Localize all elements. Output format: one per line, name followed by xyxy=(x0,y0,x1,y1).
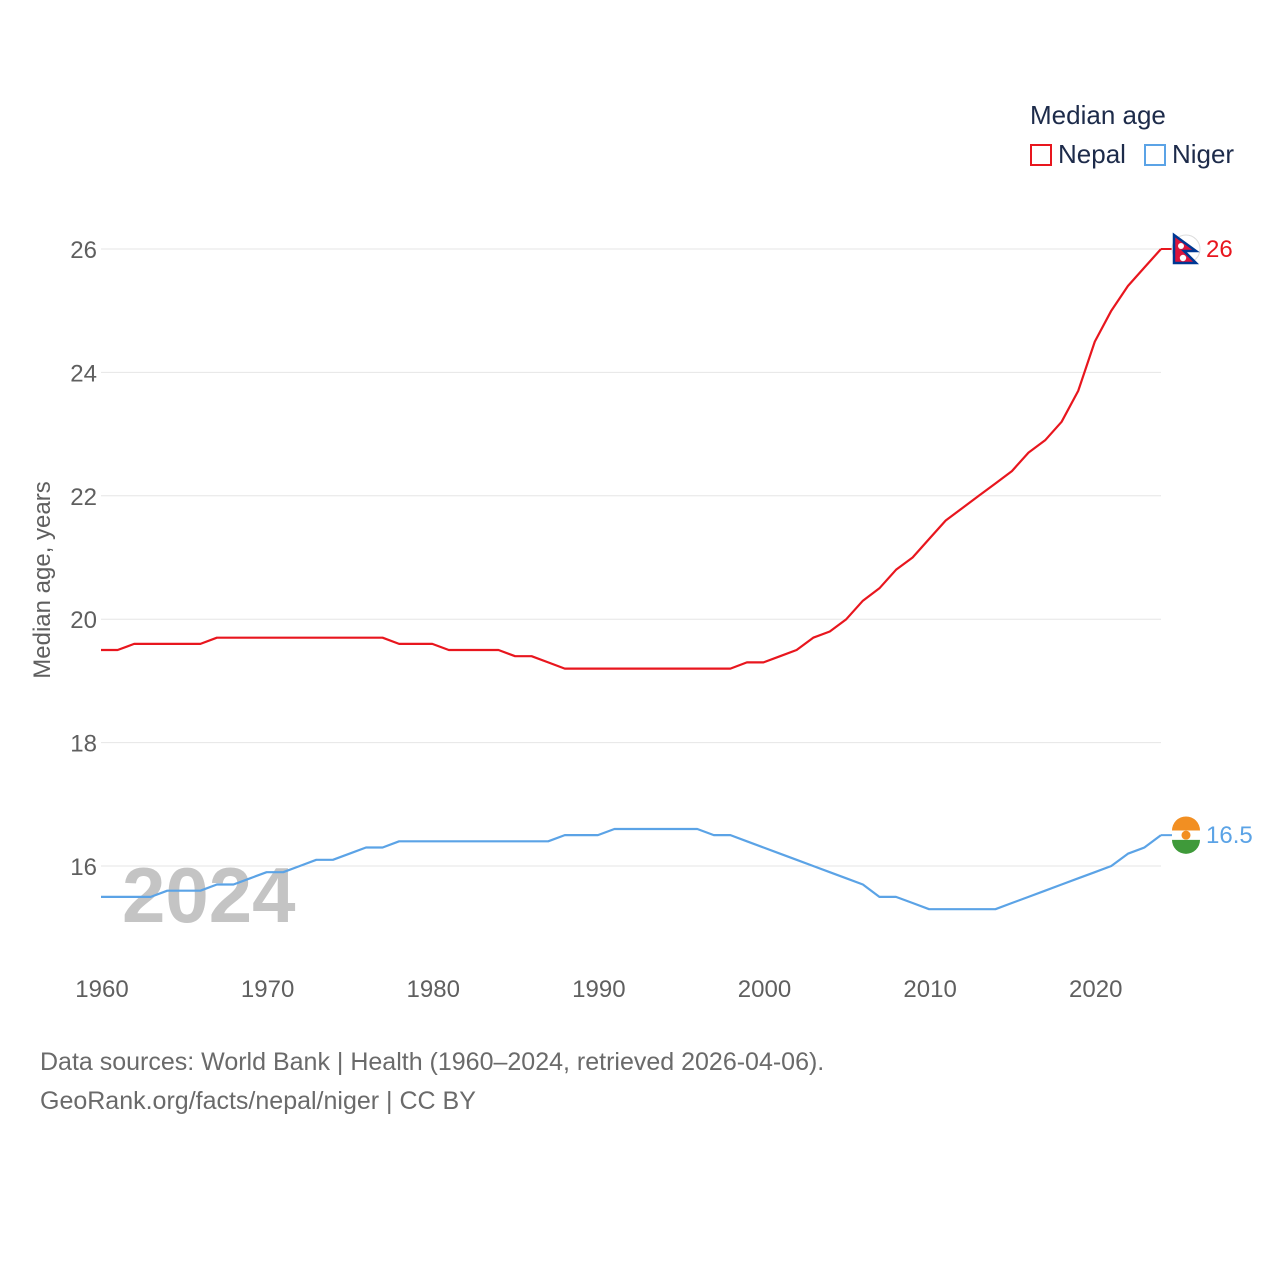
y-tick-label: 20 xyxy=(70,607,97,634)
end-label-niger: 16.5 xyxy=(1206,822,1253,849)
year-watermark: 2024 xyxy=(122,851,296,939)
legend-item-niger[interactable]: Niger xyxy=(1143,139,1235,170)
legend-label-nepal: Nepal xyxy=(1058,139,1126,169)
niger-flag-orange xyxy=(1172,816,1200,831)
y-tick-label: 22 xyxy=(70,484,97,511)
x-tick-label: 1960 xyxy=(75,976,128,1003)
series-line-nepal xyxy=(101,248,1162,670)
series-line-niger xyxy=(101,827,1162,911)
x-tick-label: 2000 xyxy=(738,976,791,1003)
nepal-flag-pennant xyxy=(1172,232,1200,265)
legend-swatch-nepal xyxy=(1030,143,1052,166)
legend: Median age Nepal Niger xyxy=(1030,100,1252,170)
x-axis-ticks: 1960 1970 1980 1990 2000 2010 2020 xyxy=(75,976,1122,1003)
x-tick-label: 1970 xyxy=(241,976,294,1003)
niger-flag-green xyxy=(1172,839,1200,854)
x-tick-label: 2010 xyxy=(903,976,956,1003)
x-tick-label: 2020 xyxy=(1069,976,1122,1003)
niger-flag-icon xyxy=(1172,816,1200,854)
legend-label-niger: Niger xyxy=(1171,139,1235,169)
y-tick-label: 26 xyxy=(70,237,97,264)
y-axis-ticks: 16 18 20 22 24 26 xyxy=(70,237,97,881)
series-end-markers: 26 16.5 xyxy=(1161,232,1253,854)
source-link[interactable]: GeoRank.org/facts/nepal/niger | CC BY xyxy=(40,1087,476,1115)
legend-item-nepal[interactable]: Nepal xyxy=(1030,139,1126,170)
y-tick-label: 16 xyxy=(70,854,97,881)
nepal-flag-icon xyxy=(1171,232,1201,265)
nepal-flag-sun xyxy=(1179,254,1187,262)
x-tick-label: 1980 xyxy=(407,976,460,1003)
y-tick-label: 18 xyxy=(70,731,97,758)
y-axis-label: Median age, years xyxy=(29,481,56,678)
footer: Data sources: World Bank | Health (1960–… xyxy=(40,1043,824,1121)
series-lines xyxy=(101,248,1162,911)
gridlines xyxy=(101,248,1161,867)
niger-flag-sun xyxy=(1181,830,1191,840)
data-source-note: Data sources: World Bank | Health (1960–… xyxy=(40,1048,825,1076)
x-tick-label: 1990 xyxy=(572,976,625,1003)
legend-swatch-niger xyxy=(1143,143,1166,166)
nepal-flag-moon xyxy=(1178,243,1184,249)
y-tick-label: 24 xyxy=(70,360,97,387)
end-label-nepal: 26 xyxy=(1206,236,1233,263)
legend-title: Median age xyxy=(1030,100,1166,130)
